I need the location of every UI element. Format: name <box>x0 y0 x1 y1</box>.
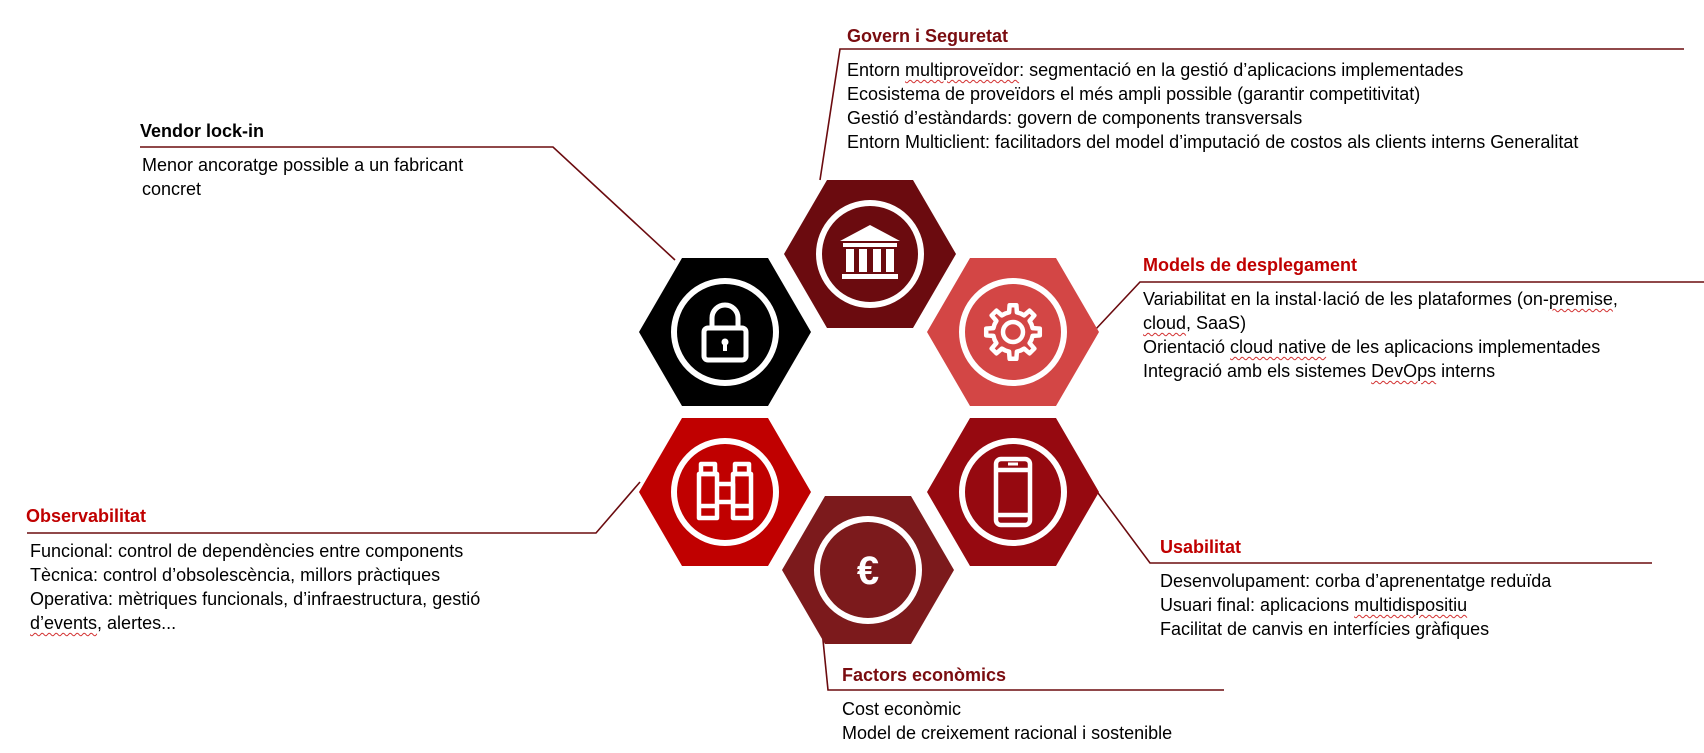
observ-line: d’events, alertes... <box>30 611 176 635</box>
vendor-line: concret <box>142 177 201 201</box>
text-segment: Model de creixement racional i sostenibl… <box>842 723 1173 743</box>
hexagon-shape <box>639 258 811 406</box>
connector-models <box>1094 281 1704 331</box>
hexagon-shape <box>927 258 1099 406</box>
usab-line: Desenvolupament: corba d’aprenentatge re… <box>1160 569 1551 593</box>
hexagon-models <box>927 258 1099 406</box>
vendor-title: Vendor lock-in <box>140 121 265 141</box>
text-segment: Usuari final: aplicacions <box>1160 595 1355 615</box>
usab-title: Usabilitat <box>1160 537 1242 557</box>
text-segment: multidispositiu <box>1354 595 1468 615</box>
icon-ring <box>671 278 779 386</box>
factors-line: Cost econòmic <box>842 697 961 721</box>
lock-icon <box>701 302 749 363</box>
text-segment: premise <box>1548 289 1613 309</box>
text-segment: Operativa: mètriques funcionals, d’infra… <box>30 589 481 609</box>
text-segment: Gestió d’estàndards: govern de component… <box>847 108 1303 128</box>
text-segment: Menor ancoratge possible a un fabricant <box>142 155 464 175</box>
text-segment: Entorn <box>847 60 906 80</box>
text-segment: , <box>1612 289 1618 309</box>
hexagon-govern <box>784 180 956 328</box>
govern-line: Entorn multiproveïdor: segmentació en la… <box>847 58 1463 82</box>
text-segment: Variabilitat en la instal·lació de les p… <box>1143 289 1549 309</box>
hexagon-usab <box>927 418 1099 566</box>
text-segment: , alertes... <box>97 613 177 633</box>
models-line: Orientació cloud native de les aplicacio… <box>1143 335 1600 359</box>
govern-line: Gestió d’estàndards: govern de component… <box>847 106 1302 130</box>
hexagon-observ <box>639 418 811 566</box>
gear-icon <box>983 302 1043 362</box>
text-segment: interns <box>1436 361 1496 381</box>
usab-line: Facilitat de canvis en interfícies gràfi… <box>1160 617 1489 641</box>
text-segment: DevOps <box>1371 361 1437 381</box>
connector-vendor <box>140 146 676 261</box>
text-segment: d’events <box>30 613 98 633</box>
text-segment: Integració amb els sistemes <box>1143 361 1372 381</box>
text-segment: concret <box>142 179 202 199</box>
binoculars-icon <box>696 461 754 521</box>
govern-line: Ecosistema de proveïdors el més ampli po… <box>847 82 1420 106</box>
text-segment: Ecosistema de proveïdors el més ampli po… <box>847 84 1421 104</box>
models-line: Integració amb els sistemes DevOps inter… <box>1143 359 1495 383</box>
factors-line: Model de creixement racional i sostenibl… <box>842 721 1172 745</box>
icon-ring <box>814 516 922 624</box>
usab-line: Usuari final: aplicacions multidispositi… <box>1160 593 1467 617</box>
connector-govern <box>819 48 1684 181</box>
govern-line: Entorn Multiclient: facilitadors del mod… <box>847 130 1578 154</box>
text-segment: Orientació <box>1143 337 1231 357</box>
text-segment: cloud <box>1143 313 1187 333</box>
icon-ring <box>959 278 1067 386</box>
models-title: Models de desplegament <box>1143 255 1358 275</box>
smartphone-icon <box>993 456 1033 528</box>
text-segment: Entorn Multiclient: facilitadors del mod… <box>847 132 1579 152</box>
text-segment: Tècnica: control d’obsolescència, millor… <box>30 565 441 585</box>
hexagon-shape <box>784 180 956 328</box>
icon-ring <box>959 438 1067 546</box>
euro-icon: € <box>857 549 879 593</box>
hexagon-shape <box>639 418 811 566</box>
text-segment: Facilitat de canvis en interfícies gràfi… <box>1160 619 1490 639</box>
text-segment: , SaaS) <box>1186 313 1247 333</box>
observ-line: Tècnica: control d’obsolescència, millor… <box>30 563 440 587</box>
icon-ring <box>816 200 924 308</box>
text-segment: Desenvolupament: corba d’aprenentatge re… <box>1160 571 1552 591</box>
text-segment: Cost econòmic <box>842 699 962 719</box>
hexagon-factors: € <box>782 496 954 644</box>
connector-usab <box>1097 492 1652 564</box>
text-segment: multiproveïdor <box>905 60 1020 80</box>
factors-title: Factors econòmics <box>842 665 1007 685</box>
models-line: Variabilitat en la instal·lació de les p… <box>1143 287 1618 311</box>
bank-icon <box>840 225 900 279</box>
icon-ring <box>671 438 779 546</box>
text-segment: : segmentació en la gestió d’aplicacions… <box>1019 60 1464 80</box>
hexagon-shape <box>927 418 1099 566</box>
observ-title: Observabilitat <box>26 506 147 526</box>
connector-observ <box>27 481 641 534</box>
govern-title: Govern i Seguretat <box>847 26 1009 46</box>
text-segment: de les aplicacions implementades <box>1326 337 1601 357</box>
text-segment: Funcional: control de dependències entre… <box>30 541 464 561</box>
observ-line: Operativa: mètriques funcionals, d’infra… <box>30 587 480 611</box>
models-line: cloud, SaaS) <box>1143 311 1246 335</box>
hexagon-vendor <box>639 258 811 406</box>
vendor-line: Menor ancoratge possible a un fabricant <box>142 153 463 177</box>
text-segment: cloud native <box>1230 337 1327 357</box>
observ-line: Funcional: control de dependències entre… <box>30 539 463 563</box>
hexagon-shape <box>782 496 954 644</box>
